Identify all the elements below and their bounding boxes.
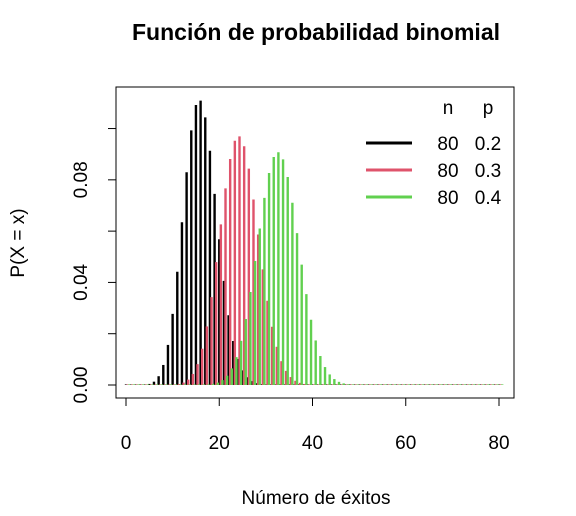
legend-n: 80 — [437, 161, 458, 182]
legend-entry: 80 0.4 — [366, 188, 502, 209]
y-tick-label: 0.00 — [71, 367, 92, 404]
legend-header-n: n — [443, 98, 454, 119]
legend: n p80 0.280 0.380 0.4 — [366, 98, 502, 209]
y-tick-label: 0.04 — [71, 263, 92, 300]
x-tick-label: 20 — [209, 433, 230, 454]
x-tick-label: 40 — [302, 433, 323, 454]
x-tick-label: 60 — [395, 433, 416, 454]
legend-n: 80 — [437, 134, 458, 155]
legend-p: 0.3 — [475, 161, 501, 182]
legend-entry: 80 0.3 — [366, 161, 501, 182]
x-axis: 0 20 40 60 80 — [121, 397, 510, 454]
series-80-0.2 — [124, 100, 501, 385]
bars-layer — [124, 100, 504, 385]
series-80-0.4 — [127, 152, 504, 385]
y-tick-label: 0.08 — [71, 161, 92, 198]
y-axis: 0.00 0.04 0.08 — [71, 128, 117, 404]
x-axis-label: Número de éxitos — [242, 488, 391, 509]
legend-p: 0.2 — [475, 134, 501, 155]
x-tick-label: 80 — [488, 433, 509, 454]
x-tick-label: 0 — [121, 433, 132, 454]
y-axis-label: P(X = x) — [8, 208, 29, 277]
legend-entry: 80 0.2 — [366, 134, 501, 155]
legend-n: 80 — [437, 188, 458, 209]
chart-title: Función de probabilidad binomial — [132, 19, 500, 45]
legend-header-p: p — [483, 98, 494, 119]
legend-p: 0.4 — [475, 188, 502, 209]
series-80-0.3 — [126, 136, 502, 385]
